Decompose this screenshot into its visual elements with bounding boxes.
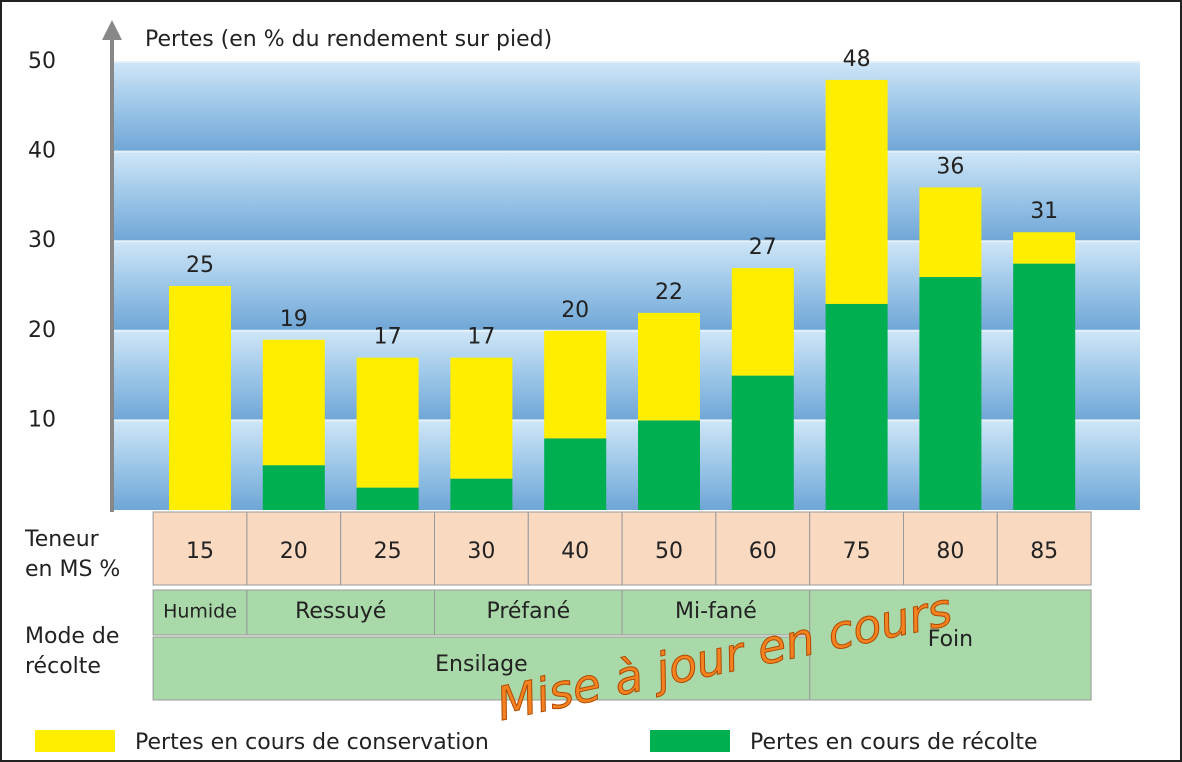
mode-cell xyxy=(152,636,811,701)
bar-segment xyxy=(919,187,982,278)
total-label: 22 xyxy=(655,280,683,305)
bar-segment xyxy=(919,277,982,510)
bar-segment xyxy=(450,357,513,479)
legend-label: Pertes en cours de récolte xyxy=(750,730,1038,755)
y-axis-title: Pertes (en % du rendement sur pied) xyxy=(145,27,552,52)
total-label: 25 xyxy=(186,253,214,278)
ms-cell xyxy=(621,511,717,586)
y-tick-label: 10 xyxy=(28,407,56,432)
legend-label: Pertes en cours de conservation xyxy=(135,730,489,755)
bar-segment xyxy=(262,465,325,510)
total-label: 17 xyxy=(467,325,495,350)
bar-segment xyxy=(169,286,231,510)
bar-segment xyxy=(731,375,794,510)
bar-segment xyxy=(1013,263,1076,510)
ms-cell xyxy=(152,511,248,586)
ms-cell xyxy=(996,511,1092,586)
plot-band xyxy=(114,62,1140,152)
mode-label: Ressuyé xyxy=(295,599,386,624)
ms-label: en MS % xyxy=(25,557,120,582)
mode-label: Mode de xyxy=(25,624,119,649)
y-tick-label: 50 xyxy=(28,49,56,74)
ms-value: 40 xyxy=(561,539,589,564)
mode-cell xyxy=(809,589,1092,701)
y-tick-label: 20 xyxy=(28,318,56,343)
ms-cell xyxy=(246,511,342,586)
y-tick-label: 40 xyxy=(28,139,56,164)
ms-cell xyxy=(527,511,623,586)
total-label: 48 xyxy=(843,47,871,72)
bar-segment xyxy=(356,357,419,488)
y-tick-label: 30 xyxy=(28,228,56,253)
bar-segment xyxy=(450,478,513,510)
ms-label: Teneur xyxy=(24,527,100,552)
bar-segment xyxy=(356,487,419,510)
mode-label: Mi-fané xyxy=(675,599,757,624)
total-label: 19 xyxy=(280,307,308,332)
mode-label: Préfané xyxy=(486,599,570,624)
total-label: 36 xyxy=(936,154,964,179)
bar-segment xyxy=(825,303,888,510)
ms-value: 60 xyxy=(749,539,777,564)
mode-cell xyxy=(621,589,811,636)
bar-segment xyxy=(544,438,607,510)
total-label: 31 xyxy=(1030,199,1058,224)
ms-value: 85 xyxy=(1030,539,1058,564)
bar-segment xyxy=(544,330,607,439)
plot-band xyxy=(114,151,1140,242)
plot-band xyxy=(114,241,1140,331)
mode-label: Ensilage xyxy=(435,652,528,677)
ms-cell xyxy=(715,511,811,586)
ms-value: 30 xyxy=(467,539,495,564)
bar-segment xyxy=(731,268,794,376)
ms-value: 25 xyxy=(374,539,402,564)
ms-value: 50 xyxy=(655,539,683,564)
legend-swatch xyxy=(35,730,115,752)
bar-segment xyxy=(638,420,700,510)
mode-label: Humide xyxy=(163,601,237,623)
mode-cell xyxy=(246,589,435,636)
total-label: 27 xyxy=(749,235,777,260)
bar-segment xyxy=(638,312,700,421)
mode-label: récolte xyxy=(25,654,101,679)
total-label: 17 xyxy=(374,325,402,350)
y-axis-arrow xyxy=(102,20,122,40)
ms-value: 15 xyxy=(186,539,214,564)
mode-label: Foin xyxy=(928,627,973,652)
bar-segment xyxy=(825,79,888,304)
ms-cell xyxy=(340,511,436,586)
ms-cell xyxy=(903,511,998,586)
ms-value: 20 xyxy=(280,539,308,564)
bar-segment xyxy=(1013,232,1076,264)
ms-value: 80 xyxy=(936,539,964,564)
mode-cell xyxy=(434,589,623,636)
bar-segment xyxy=(262,339,325,466)
total-label: 20 xyxy=(561,298,589,323)
mode-cell xyxy=(152,589,248,636)
legend-swatch xyxy=(650,730,730,752)
ms-value: 75 xyxy=(843,539,871,564)
